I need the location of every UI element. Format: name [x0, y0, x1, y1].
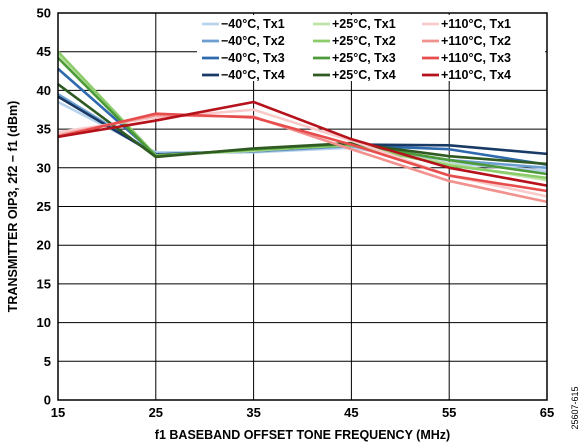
legend-background: [197, 15, 545, 81]
y-tick-labels: 0 5 10 15 20 25 30 35 40 45 50: [37, 6, 51, 408]
x-tick-label: 15: [51, 405, 65, 420]
legend-label: +110°C, Tx4: [441, 68, 511, 82]
plot-frame: [57, 12, 548, 401]
legend-label: −40°C, Tx2: [221, 34, 285, 48]
legend-label: +110°C, Tx3: [441, 51, 511, 65]
legend-label: +25°C, Tx4: [332, 68, 396, 82]
legend-label: −40°C, Tx3: [221, 51, 285, 65]
x-tick-label: 45: [344, 405, 358, 420]
legend-label: +110°C, Tx1: [441, 17, 511, 31]
series-lines: [57, 50, 548, 204]
x-tick-label: 25: [149, 405, 163, 420]
y-tick-label: 40: [37, 83, 51, 98]
legend-label: −40°C, Tx4: [221, 68, 285, 82]
series-line-1: [57, 100, 548, 173]
legend-label: +25°C, Tx2: [332, 34, 396, 48]
y-tick-label: 0: [44, 393, 51, 408]
legend-label: +25°C, Tx3: [332, 51, 396, 65]
y-tick-label: 30: [37, 160, 51, 175]
y-axis-title: TRANSMITTER OIP3, 2f2 − f1 (dBm): [6, 101, 20, 312]
x-tick-label: 65: [540, 405, 554, 420]
series-line-12: [57, 100, 548, 187]
legend-label: +25°C, Tx1: [332, 17, 396, 31]
legend-label: +110°C, Tx2: [441, 34, 511, 48]
x-tick-label: 55: [442, 405, 456, 420]
y-tick-label: 15: [37, 276, 51, 291]
legend: −40°C, Tx1 −40°C, Tx2 −40°C, Tx3 −40°C, Tx4…: [197, 15, 545, 82]
figure-id: 25607-615: [570, 386, 580, 429]
x-axis-title: f1 BASEBAND OFFSET TONE FREQUENCY (MHz): [155, 428, 450, 442]
legend-label: −40°C, Tx1: [221, 17, 285, 31]
y-tick-label: 25: [37, 199, 51, 214]
y-tick-label: 45: [37, 44, 51, 59]
y-tick-label: 20: [37, 238, 51, 253]
x-tick-label: 35: [246, 405, 260, 420]
series-line-8: [57, 83, 548, 166]
series-line-11: [57, 112, 548, 193]
x-tick-labels: 15 25 35 45 55 65: [51, 405, 554, 420]
y-tick-label: 50: [37, 6, 51, 21]
y-tick-label: 35: [37, 122, 51, 137]
y-tick-label: 10: [37, 315, 51, 330]
y-tick-label: 5: [44, 354, 51, 369]
